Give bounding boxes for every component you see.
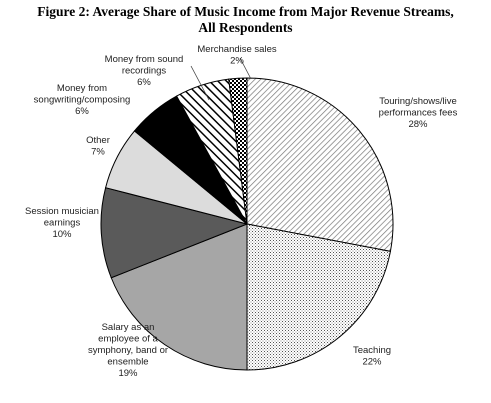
slice-label-merchandise-sales: Merchandise sales 2%: [197, 44, 276, 67]
slice-label-session-musician-earnings: Session musician earnings 10%: [25, 206, 99, 240]
slice-label-teaching: Teaching 22%: [353, 345, 391, 368]
leader-line-merchandise-sales: [239, 57, 252, 80]
slice-label-money-from-songwriting-composing: Money from songwriting/composing 6%: [34, 83, 131, 117]
slice-label-salary-as-an-employee-of-a-symphony-band-or-ensemble: Salary as an employee of a symphony, band …: [88, 322, 168, 379]
chart-title-line-2: All Respondents: [198, 20, 293, 35]
slice-label-other: Other 7%: [86, 135, 110, 158]
pie-slice-session-musician-earnings: [100, 187, 249, 279]
pie-slice-touring-shows-live-performances-fees: [246, 77, 394, 252]
pie-slice-teaching: [246, 223, 391, 371]
chart-title-line-1: Figure 2: Average Share of Music Income …: [37, 4, 454, 19]
chart-title: Figure 2: Average Share of Music Income …: [0, 4, 491, 36]
slice-label-touring-shows-live-performances-fees: Touring/shows/live performances fees 28%: [379, 96, 458, 130]
pie-slice-merchandise-sales: [228, 77, 248, 225]
leader-line-money-from-sound-recordings: [190, 65, 210, 101]
pie-slice-salary-as-an-employee-of-a-symphony-band-or-ensemble: [110, 223, 248, 371]
slice-label-money-from-sound-recordings: Money from sound recordings 6%: [105, 54, 184, 88]
